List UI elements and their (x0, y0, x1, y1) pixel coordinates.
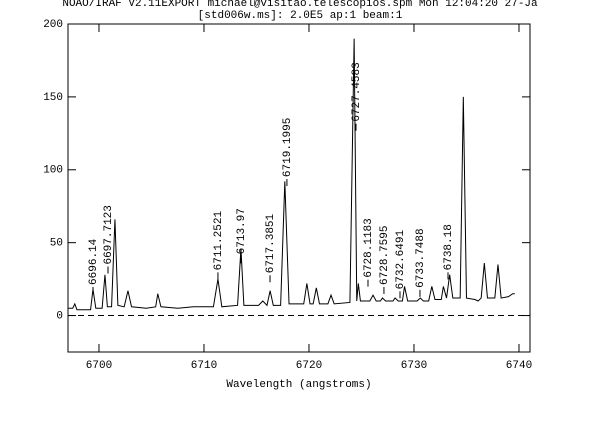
x-tick-label: 6720 (296, 360, 322, 372)
annotation-label: 6733.7488 (415, 228, 427, 287)
x-tick-label: 6740 (506, 360, 532, 372)
y-tick-label: 150 (43, 92, 63, 104)
spectrum-line (68, 38, 515, 311)
annotation-label: 6732.6491 (395, 230, 407, 290)
y-tick-label: 200 (43, 19, 63, 31)
plot-frame (67, 23, 531, 353)
annotation-label: 6713.97 (236, 208, 248, 254)
annotation-label: 6711.2521 (213, 211, 225, 271)
x-tick-label: 6710 (191, 360, 217, 372)
x-tick-label: 6730 (401, 360, 427, 372)
y-tick-label: 0 (56, 310, 63, 322)
x-axis-label: Wavelength (angstroms) (226, 379, 371, 391)
annotation-label: 6696.14 (88, 238, 100, 285)
chart-title: NOAO/IRAF V2.11EXPORT michael@visitao.te… (62, 0, 538, 10)
annotation-label: 6697.7123 (103, 205, 115, 264)
annotation-label: 6728.1183 (363, 218, 375, 277)
annotation-label: 6717.3851 (265, 213, 277, 273)
annotation-label: 6738.18 (443, 224, 455, 270)
annotation-label: 6727.4583 (351, 62, 363, 121)
annotation-label: 6719.1995 (282, 118, 294, 177)
y-tick-label: 100 (43, 165, 63, 177)
annotation-label: 6728.7595 (379, 226, 391, 285)
chart-subtitle: [std006w.ms]: 2.0E5 ap:1 beam:1 (198, 10, 403, 22)
x-tick-label: 6700 (86, 360, 112, 372)
y-tick-label: 50 (50, 238, 63, 250)
